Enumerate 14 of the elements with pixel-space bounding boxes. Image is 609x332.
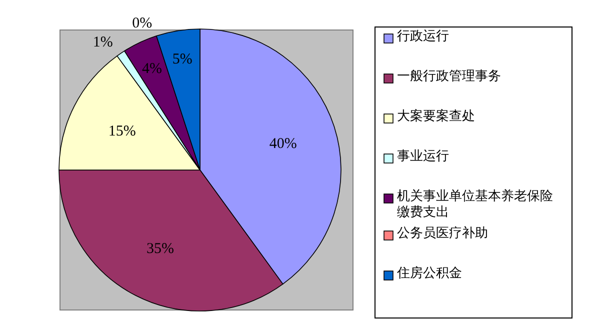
data-label: 1%	[92, 34, 113, 51]
legend-label: 行政运行	[397, 29, 450, 45]
data-label: 35%	[146, 240, 174, 257]
data-label: 40%	[269, 136, 297, 152]
data-label: 5%	[172, 52, 192, 68]
legend-label: 一般行政管理事务	[397, 69, 502, 85]
legend-label: 公务员医疗补助	[397, 226, 489, 242]
legend-label: 住房公积金	[397, 266, 463, 282]
data-label: 15%	[108, 123, 136, 140]
data-label: 4%	[142, 60, 162, 77]
legend-label: 事业运行	[397, 149, 450, 165]
text: 0%	[132, 15, 152, 32]
legend-label: 机关事业单位基本养老保险缴费支出	[397, 189, 554, 221]
legend-label: 大案要案查处	[397, 109, 476, 125]
